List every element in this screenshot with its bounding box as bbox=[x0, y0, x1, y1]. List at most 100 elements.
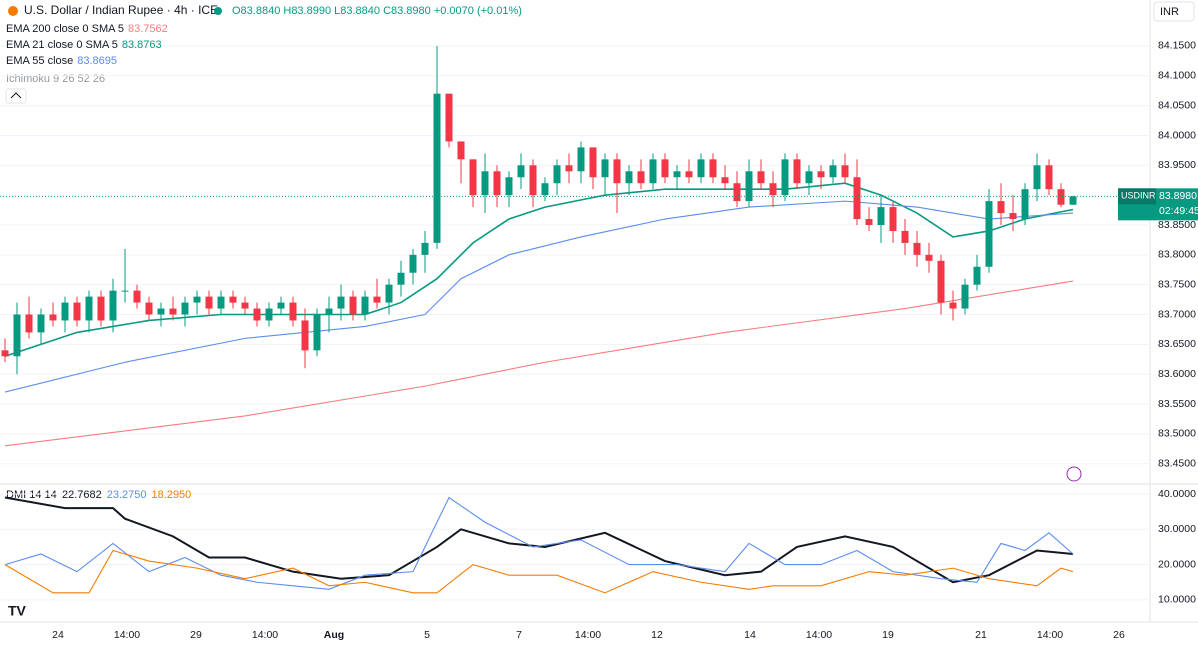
logo: TV bbox=[8, 603, 27, 619]
candle-body bbox=[805, 171, 813, 184]
price-tag-countdown: 02:49:45 bbox=[1159, 205, 1198, 217]
candle-body bbox=[301, 320, 309, 351]
x-tick-label: 5 bbox=[424, 629, 430, 641]
currency-button[interactable] bbox=[1153, 1, 1195, 22]
candle-body bbox=[949, 302, 957, 309]
candle-body bbox=[745, 171, 753, 202]
y-tick-label: 20.0000 bbox=[1158, 558, 1196, 570]
candle-body bbox=[25, 314, 33, 333]
legend-value: 23.2750 bbox=[107, 489, 147, 501]
candle-body bbox=[85, 296, 93, 321]
legend-name: EMA 200 close 0 SMA 5 bbox=[6, 23, 124, 35]
candle-body bbox=[673, 171, 681, 178]
y-tick-label: 83.5000 bbox=[1158, 428, 1196, 440]
currency[interactable]: INR bbox=[1160, 6, 1179, 18]
candle-body bbox=[73, 302, 81, 321]
y-tick-label: 83.6000 bbox=[1158, 368, 1196, 380]
candle-body bbox=[313, 314, 321, 351]
y-tick-label: 83.4500 bbox=[1158, 457, 1196, 469]
candle-body bbox=[877, 207, 885, 225]
candle-body bbox=[337, 296, 345, 309]
candle-body bbox=[1033, 165, 1041, 190]
y-tick-label: 84.0000 bbox=[1158, 129, 1196, 141]
candle-body bbox=[457, 141, 465, 160]
candle-body bbox=[241, 302, 249, 309]
candle-body bbox=[925, 254, 933, 261]
candle-body bbox=[493, 171, 501, 196]
candle-body bbox=[373, 296, 381, 303]
x-tick-label: 19 bbox=[882, 629, 894, 641]
candle-body bbox=[421, 242, 429, 255]
candle-body bbox=[109, 290, 117, 321]
price-tag-label: 83.8980 bbox=[1159, 190, 1197, 202]
x-tick-label: 29 bbox=[190, 629, 202, 641]
x-tick-label: Aug bbox=[324, 629, 344, 641]
x-tick-label: 14:00 bbox=[114, 629, 140, 641]
x-tick-label: 14:00 bbox=[1037, 629, 1063, 641]
candle-body bbox=[889, 207, 897, 231]
candle-body bbox=[817, 171, 825, 178]
candle-body bbox=[769, 183, 777, 196]
x-tick-label: 12 bbox=[651, 629, 663, 641]
candle-body bbox=[625, 171, 633, 184]
candle-body bbox=[37, 314, 45, 333]
candle-body bbox=[385, 284, 393, 303]
y-tick-label: 83.5500 bbox=[1158, 398, 1196, 410]
candle-body bbox=[937, 260, 945, 303]
candle-body bbox=[865, 219, 873, 225]
legend-name: EMA 55 close bbox=[6, 55, 73, 67]
candle-body bbox=[913, 242, 921, 255]
candle-body bbox=[1009, 213, 1017, 220]
candle-body bbox=[121, 290, 129, 292]
y-tick-label: 30.0000 bbox=[1158, 523, 1196, 535]
candle-body bbox=[277, 302, 285, 309]
candle-body bbox=[589, 147, 597, 178]
candle-body bbox=[265, 308, 273, 321]
candle-body bbox=[13, 314, 21, 357]
candle-body bbox=[481, 171, 489, 196]
x-tick-label: 21 bbox=[975, 629, 987, 641]
candle-body bbox=[445, 93, 453, 142]
candle-body bbox=[973, 266, 981, 285]
candle-body bbox=[685, 171, 693, 178]
candle-body bbox=[853, 177, 861, 220]
flash-icon[interactable] bbox=[1066, 466, 1082, 482]
symbol-title: U.S. Dollar / Indian Rupee · 4h · ICE bbox=[24, 3, 218, 17]
y-tick-label: 10.0000 bbox=[1158, 594, 1196, 606]
candle-body bbox=[349, 296, 357, 315]
candle-body bbox=[133, 290, 141, 303]
candle-body bbox=[193, 296, 201, 303]
x-tick-label: 14 bbox=[744, 629, 756, 641]
candle-body bbox=[409, 254, 417, 273]
candle-body bbox=[145, 302, 153, 315]
candle-body bbox=[361, 296, 369, 315]
x-tick-label: 14:00 bbox=[806, 629, 832, 641]
candle-body bbox=[997, 201, 1005, 214]
candle-body bbox=[661, 159, 669, 178]
candle-body bbox=[697, 159, 705, 178]
x-tick-label: 14:00 bbox=[252, 629, 278, 641]
price-tag-symbol bbox=[1118, 188, 1156, 205]
y-tick-label: 83.8000 bbox=[1158, 249, 1196, 261]
collapse-button[interactable] bbox=[5, 88, 27, 104]
symbol-icon bbox=[8, 6, 18, 16]
candle-body bbox=[637, 171, 645, 184]
candle-body bbox=[1, 350, 9, 357]
candle-body bbox=[961, 284, 969, 309]
legend-value: 22.7682 bbox=[62, 489, 102, 501]
dmi-title: DMI 14 14 bbox=[6, 489, 57, 501]
candle-body bbox=[781, 159, 789, 196]
candle-body bbox=[793, 159, 801, 184]
candle-body bbox=[649, 159, 657, 184]
candle-body bbox=[505, 177, 513, 196]
hidden-indicator: Ichimoku 9 26 52 26 bbox=[6, 73, 105, 85]
candle-body bbox=[517, 165, 525, 178]
candle-body bbox=[601, 159, 609, 178]
candle-body bbox=[541, 183, 549, 196]
dmi-line bbox=[4, 549, 1074, 594]
legend-value: 83.7562 bbox=[128, 23, 168, 35]
dmi-line bbox=[4, 496, 1074, 590]
candle-body bbox=[289, 302, 297, 321]
candle-body bbox=[433, 93, 441, 243]
candle-body bbox=[181, 302, 189, 315]
